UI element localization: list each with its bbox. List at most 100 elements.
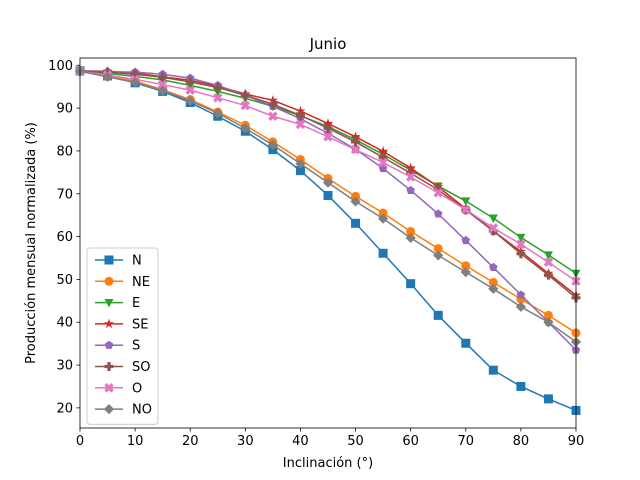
legend-item-so: SO bbox=[95, 360, 150, 375]
y-tick-label-40: 40 bbox=[56, 316, 73, 331]
x-tick-label-40: 40 bbox=[292, 434, 309, 449]
x-tick-label-80: 80 bbox=[513, 434, 530, 449]
data-point-ne-70 bbox=[461, 261, 471, 271]
data-point-so-55 bbox=[378, 152, 388, 162]
data-point-e-80 bbox=[516, 233, 526, 243]
legend-item-no: NO bbox=[95, 403, 152, 418]
data-point-no-55 bbox=[378, 213, 389, 224]
y-axis-label: Producción mensual normalizada (%) bbox=[24, 122, 39, 364]
legend-label-ne: NE bbox=[132, 275, 150, 290]
data-point-o-85 bbox=[543, 257, 554, 268]
data-point-o-35 bbox=[268, 111, 278, 121]
legend-label-s: S bbox=[132, 339, 140, 354]
data-point-n-45 bbox=[323, 190, 333, 200]
data-point-n-65 bbox=[433, 310, 443, 320]
data-point-no-60 bbox=[405, 232, 416, 243]
data-point-o-70 bbox=[461, 204, 471, 215]
data-point-so-30 bbox=[240, 90, 250, 100]
data-point-n-75 bbox=[488, 365, 498, 375]
series-no bbox=[74, 66, 582, 348]
x-tick-label-50: 50 bbox=[347, 434, 364, 449]
data-point-e-85 bbox=[543, 251, 553, 260]
data-point-s-80 bbox=[516, 290, 526, 299]
y-tick-label-60: 60 bbox=[56, 230, 73, 245]
legend-label-e: E bbox=[132, 296, 140, 311]
legend-label-o: O bbox=[132, 381, 142, 396]
data-point-no-40 bbox=[295, 158, 306, 169]
data-point-so-20 bbox=[185, 77, 195, 87]
data-point-se-55 bbox=[378, 146, 389, 156]
x-tick-label-90: 90 bbox=[568, 434, 585, 449]
data-point-o-55-shape bbox=[378, 157, 388, 168]
data-point-o-70-shape bbox=[461, 204, 471, 215]
data-point-no-35 bbox=[267, 139, 278, 151]
legend-label-n: N bbox=[132, 254, 142, 269]
data-point-so-65 bbox=[433, 185, 443, 195]
data-point-no-80 bbox=[515, 301, 526, 312]
data-point-no-30 bbox=[240, 123, 251, 134]
data-point-s-70 bbox=[461, 235, 471, 245]
x-tick-label-60: 60 bbox=[402, 434, 419, 449]
data-point-o-20 bbox=[185, 85, 195, 95]
legend-marker-ne bbox=[104, 276, 114, 286]
data-point-ne-75 bbox=[488, 277, 498, 287]
data-point-s-75 bbox=[489, 262, 498, 272]
legend: N NE E SE S SO O NO bbox=[86, 247, 159, 425]
legend-item-s: S bbox=[95, 339, 140, 354]
data-point-ne-55 bbox=[378, 208, 388, 218]
data-point-o-50-shape bbox=[350, 144, 361, 155]
legend-item-se: SE bbox=[95, 317, 148, 332]
data-point-no-45 bbox=[322, 177, 334, 188]
data-point-so-85 bbox=[543, 270, 553, 280]
data-point-o-15-shape bbox=[157, 79, 168, 90]
data-point-ne-50 bbox=[351, 191, 361, 201]
data-point-o-45-shape bbox=[323, 132, 333, 142]
data-point-o-65-shape bbox=[433, 188, 443, 198]
chart-title: Junio bbox=[309, 35, 347, 53]
data-point-n-50 bbox=[351, 218, 361, 228]
data-point-o-20-shape bbox=[185, 85, 195, 95]
data-point-no-10 bbox=[130, 77, 141, 88]
legend-marker-o bbox=[104, 383, 114, 393]
data-point-o-25 bbox=[213, 93, 223, 103]
data-point-e-75 bbox=[488, 214, 498, 224]
legend-marker-o-shape bbox=[104, 383, 114, 393]
x-tick-label-70: 70 bbox=[458, 434, 475, 449]
data-point-so-25 bbox=[213, 83, 223, 93]
data-point-o-60-shape bbox=[405, 172, 416, 182]
legend-item-e: E bbox=[95, 296, 140, 311]
data-point-o-35-shape bbox=[268, 111, 278, 121]
data-point-se-50 bbox=[350, 131, 361, 142]
x-tick-label-30: 30 bbox=[237, 434, 254, 449]
y-tick-label-30: 30 bbox=[56, 359, 73, 374]
data-point-n-60 bbox=[406, 279, 416, 289]
x-tick-label-20: 20 bbox=[182, 434, 199, 449]
y-tick-label-100: 100 bbox=[48, 59, 73, 74]
legend-label-so: SO bbox=[132, 360, 150, 375]
data-point-e-25 bbox=[213, 87, 223, 97]
data-point-no-15 bbox=[157, 85, 168, 96]
plot-frame bbox=[79, 57, 577, 429]
series-o bbox=[75, 66, 581, 286]
x-axis-label: Inclinación (°) bbox=[283, 456, 373, 471]
data-point-so-35 bbox=[268, 99, 278, 109]
data-point-no-5 bbox=[102, 71, 113, 82]
legend-item-ne: NE bbox=[95, 275, 150, 290]
legend-label-no: NO bbox=[132, 403, 152, 418]
data-point-so-50 bbox=[351, 137, 361, 147]
data-point-se-45 bbox=[322, 118, 334, 128]
data-point-so-80 bbox=[516, 249, 526, 259]
series-layer bbox=[74, 65, 582, 415]
legend-marker-se bbox=[103, 318, 115, 329]
data-point-s-65 bbox=[433, 209, 443, 218]
data-point-no-20 bbox=[185, 95, 196, 106]
data-point-no-25 bbox=[212, 108, 223, 119]
axes-layer: 0 10 20 30 40 50 60 70 80 90 20 30 40 50 60 70 80 90 100 bbox=[48, 57, 585, 449]
x-tick-label-10: 10 bbox=[127, 434, 144, 449]
data-point-o-85-shape bbox=[543, 257, 554, 268]
data-point-no-75 bbox=[488, 283, 499, 294]
data-point-o-55 bbox=[378, 157, 388, 168]
data-point-o-30-shape bbox=[240, 100, 251, 111]
data-point-no-70 bbox=[460, 267, 471, 278]
